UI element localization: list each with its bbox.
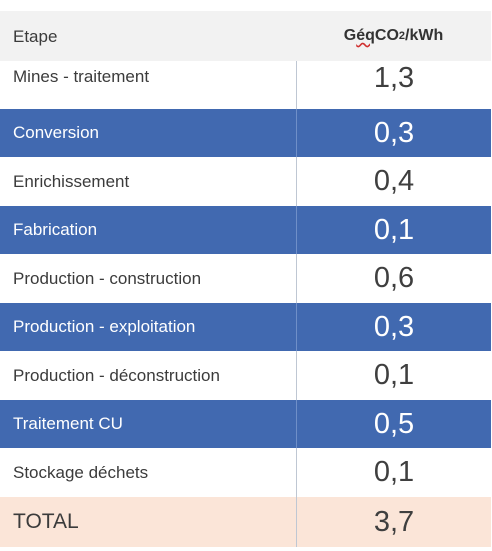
row-label: Production - construction xyxy=(13,268,202,288)
table-row: Mines - traitement 1,3 xyxy=(0,61,491,109)
row-value: 1,3 xyxy=(296,61,491,109)
table-row: Production - exploitation 0,3 xyxy=(0,303,491,351)
table-row: Enrichissement 0,4 xyxy=(0,157,491,206)
row-label: Conversion xyxy=(13,123,99,142)
total-row: TOTAL 3,7 xyxy=(0,497,491,547)
table-row: Production - construction 0,6 xyxy=(0,254,491,303)
row-value: 0,3 xyxy=(296,109,491,157)
row-label: Production - exploitation xyxy=(13,317,196,336)
header-value-mid: CO xyxy=(374,27,399,44)
total-label: TOTAL xyxy=(13,510,79,533)
header-value-suffix: /kWh xyxy=(405,27,444,44)
row-label: Stockage déchets xyxy=(13,462,149,482)
header-value-sub: 2 xyxy=(398,30,406,42)
emissions-table: Etape G éq CO 2/kWh Mines - traitement 1,… xyxy=(0,11,491,547)
table-row: Stockage déchets 0,1 xyxy=(0,448,491,497)
row-value: 0,1 xyxy=(296,206,491,254)
row-value: 0,4 xyxy=(296,157,491,206)
row-label: Traitement CU xyxy=(13,414,123,433)
row-value: 0,3 xyxy=(296,303,491,351)
row-label: Enrichissement xyxy=(13,171,130,191)
row-value: 0,6 xyxy=(296,254,491,303)
table-row: Conversion 0,3 xyxy=(0,109,491,157)
row-label: Fabrication xyxy=(13,220,98,239)
header-value-prefix: G xyxy=(343,27,357,44)
table-row: Production - déconstruction 0,1 xyxy=(0,351,491,400)
table-row: Traitement CU 0,5 xyxy=(0,400,491,448)
row-label: Mines - traitement xyxy=(13,67,150,86)
total-value: 3,7 xyxy=(296,497,491,547)
row-label: Production - déconstruction xyxy=(13,365,220,385)
table-row: Fabrication 0,1 xyxy=(0,206,491,254)
row-value: 0,1 xyxy=(296,351,491,400)
row-value: 0,1 xyxy=(296,448,491,497)
header-step-label: Etape xyxy=(13,27,58,46)
table-header-row: Etape G éq CO 2/kWh xyxy=(0,11,491,61)
header-value-wavy: éq xyxy=(356,27,375,44)
header-value-label: G éq CO 2/kWh xyxy=(296,11,491,61)
row-value: 0,5 xyxy=(296,400,491,448)
